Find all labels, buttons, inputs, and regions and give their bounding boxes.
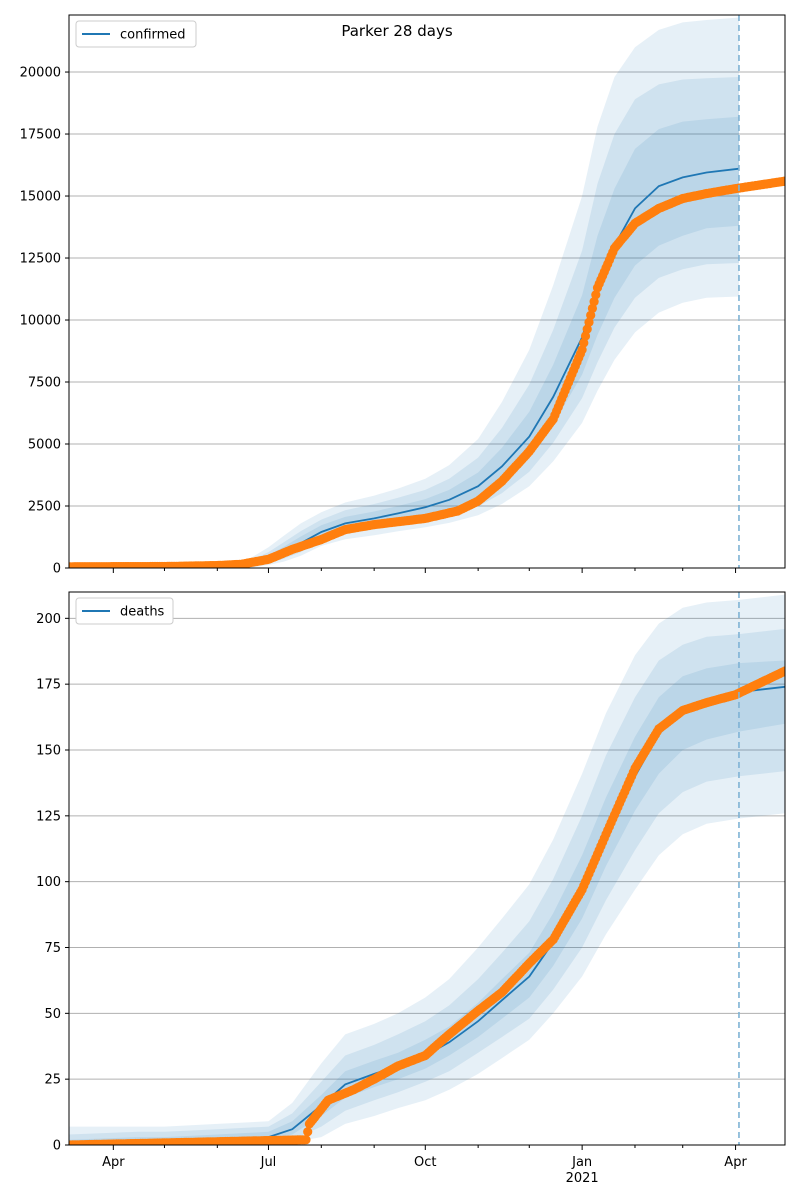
confirmed-observed-point (582, 324, 592, 334)
confirmed-y-tick-label: 5000 (28, 438, 61, 453)
confirmed-y-tick-label: 15000 (20, 190, 61, 205)
deaths-y-tick-label: 150 (36, 744, 61, 759)
confirmed-observed-point (584, 317, 594, 327)
deaths-y-tick-label: 25 (44, 1073, 61, 1088)
confirmed-y-tick-label: 7500 (28, 376, 61, 391)
confirmed-y-tick-label: 2500 (28, 500, 61, 515)
deaths-observed-point (303, 1127, 313, 1137)
deaths-observed-point (301, 1135, 311, 1145)
deaths-y-tick-label: 175 (36, 678, 61, 693)
confirmed-y-tick-label: 12500 (20, 252, 61, 267)
confirmed-bands (249, 17, 739, 568)
confirmed-panel: 0 2500 5000 7500 10000 12500 15000 17500 20000 c… (20, 14, 786, 577)
deaths-y-tick-label: 125 (36, 809, 61, 824)
confirmed-uncertainty-band (249, 116, 739, 566)
confirmed-y-tick-label: 20000 (20, 66, 61, 81)
confirmed-uncertainty-band (249, 77, 739, 567)
confirmed-y-tick-label: 17500 (20, 128, 61, 143)
deaths-legend: deaths (75, 597, 174, 625)
deaths-x-tick-label: Apr (102, 1155, 125, 1170)
confirmed-y-tick-label: 10000 (20, 314, 61, 329)
deaths-y-tick-label: 100 (36, 875, 61, 890)
confirmed-legend-label: confirmed (120, 28, 186, 43)
deaths-observed-points (69, 666, 785, 1145)
confirmed-legend-box (75, 20, 197, 48)
deaths-x-tick-label: Jul (260, 1155, 277, 1170)
deaths-legend-box (75, 597, 174, 625)
deaths-axes-frame (68, 591, 786, 1146)
confirmed-observed-point (780, 176, 785, 186)
confirmed-observed-point (586, 310, 596, 320)
deaths-x-tick-sublabel: 2021 (566, 1171, 599, 1186)
deaths-x-tick-label: Apr (724, 1155, 747, 1170)
deaths-uncertainty-band (69, 628, 785, 1145)
confirmed-legend: confirmed (75, 20, 197, 48)
deaths-y-axis: 0 25 50 75 100 125 150 175 200 (36, 612, 69, 1154)
confirmed-observed-point (589, 297, 599, 307)
deaths-x-tick-label: Jan (571, 1155, 592, 1170)
confirmed-axes-frame (68, 14, 786, 569)
confirmed-uncertainty-band (249, 17, 739, 568)
confirmed-model-line-group (249, 167, 740, 566)
figure-title: Parker 28 days (341, 22, 452, 40)
deaths-grid (69, 617, 785, 1146)
deaths-uncertainty-band (69, 594, 785, 1145)
confirmed-observed-point (579, 338, 589, 348)
deaths-x-tick-label: Oct (414, 1155, 436, 1170)
deaths-y-tick-label: 50 (44, 1007, 61, 1022)
confirmed-observed-point (591, 290, 601, 300)
confirmed-x-axis (112, 568, 737, 573)
confirmed-observed-point (577, 345, 587, 355)
deaths-observed-point (780, 666, 785, 676)
confirmed-y-axis: 0 2500 5000 7500 10000 12500 15000 17500 20000 (20, 66, 69, 577)
confirmed-observed-points (69, 176, 785, 568)
confirmed-model-line (249, 167, 740, 566)
confirmed-y-tick-label: 0 (53, 562, 61, 577)
deaths-y-tick-label: 75 (44, 941, 61, 956)
deaths-legend-label: deaths (120, 605, 165, 620)
deaths-y-tick-label: 200 (36, 612, 61, 627)
confirmed-observed-point (580, 331, 591, 341)
deaths-y-tick-label: 0 (53, 1139, 61, 1154)
